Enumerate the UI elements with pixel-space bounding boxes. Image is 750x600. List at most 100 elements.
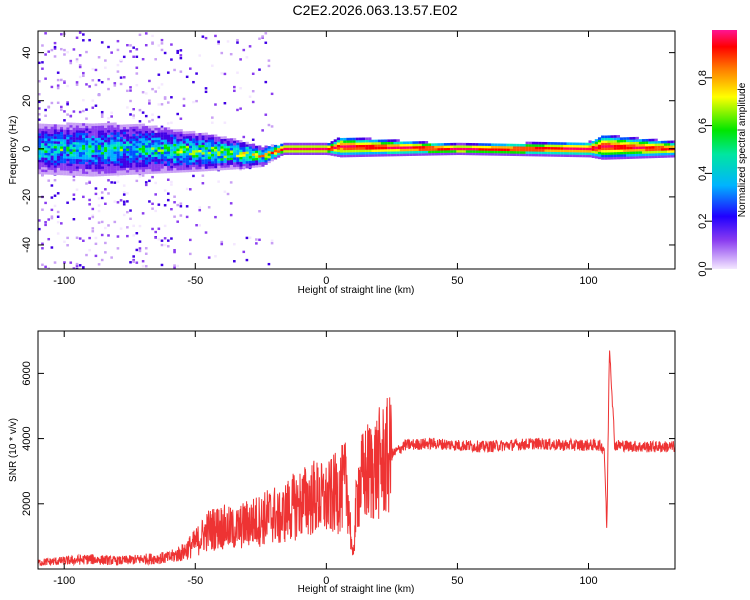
heatmap-cell [44, 157, 48, 161]
heatmap-cell [324, 150, 328, 153]
heatmap-cell [119, 151, 123, 154]
heatmap-cell [204, 144, 208, 148]
heatmap-cell [129, 162, 133, 166]
heatmap-cell [141, 128, 146, 132]
heatmap-cell [85, 152, 89, 155]
heatmap-cell [53, 47, 57, 50]
heatmap-cell [229, 159, 234, 163]
heatmap-cell [308, 152, 312, 156]
heatmap-cell [38, 128, 42, 131]
heatmap-cell [132, 157, 136, 161]
heatmap-cell [478, 150, 482, 153]
heatmap-cell [63, 160, 67, 164]
heatmap-cell [204, 147, 208, 150]
heatmap-cell [450, 152, 454, 156]
heatmap-cell [173, 153, 177, 157]
heatmap-cell [597, 151, 602, 155]
heatmap-cell [60, 148, 64, 152]
heatmap-cell [594, 155, 598, 159]
heatmap-cell [223, 150, 227, 154]
heatmap-cell [418, 141, 422, 144]
heatmap-cell [641, 151, 646, 154]
heatmap-cell [220, 162, 224, 166]
heatmap-cell [198, 224, 202, 227]
heatmap-cell [53, 131, 57, 135]
heatmap-cell [393, 151, 397, 154]
heatmap-cell [623, 139, 627, 143]
spectrogram-y-tick-label: -40 [21, 237, 33, 253]
heatmap-cell [148, 140, 152, 143]
heatmap-cell [157, 203, 161, 206]
heatmap-cell [201, 182, 205, 185]
heatmap-cell [302, 145, 306, 148]
heatmap-cell [648, 146, 652, 149]
heatmap-cell [607, 152, 611, 155]
heatmap-cell [44, 108, 47, 112]
heatmap-cell [88, 161, 92, 165]
heatmap-cell [129, 150, 133, 154]
heatmap-cell [122, 131, 127, 135]
heatmap-cell [82, 127, 86, 131]
heatmap-cell [66, 158, 70, 162]
heatmap-cell [50, 133, 54, 137]
heatmap-cell [63, 131, 67, 135]
heatmap-cell [597, 149, 602, 152]
heatmap-cell [188, 131, 193, 134]
heatmap-cell [305, 147, 309, 151]
heatmap-cell [47, 126, 51, 129]
heatmap-cell [421, 141, 425, 144]
heatmap-cell [113, 129, 117, 133]
heatmap-cell [220, 146, 224, 149]
heatmap-cell [107, 168, 111, 172]
heatmap-cell [88, 203, 91, 206]
heatmap-cell [248, 165, 252, 169]
heatmap-cell [88, 248, 91, 252]
heatmap-cell [41, 208, 44, 211]
heatmap-cell [582, 145, 586, 148]
heatmap-cell [437, 152, 441, 156]
heatmap-cell [339, 145, 344, 148]
heatmap-cell [635, 136, 639, 140]
heatmap-cell [126, 172, 130, 176]
heatmap-cell [182, 169, 186, 173]
heatmap-cell [94, 187, 98, 190]
heatmap-cell [132, 114, 135, 117]
heatmap-cell [126, 89, 129, 93]
heatmap-cell [339, 147, 344, 151]
heatmap-cell [462, 142, 466, 146]
heatmap-cell [94, 149, 98, 153]
heatmap-cell [166, 139, 171, 142]
heatmap-cell [207, 146, 212, 150]
heatmap-cell [160, 129, 164, 133]
heatmap-cell [122, 193, 126, 196]
heatmap-cell [119, 172, 123, 176]
heatmap-cell [673, 145, 675, 148]
heatmap-cell [78, 130, 83, 133]
heatmap-cell [645, 146, 649, 149]
colorbar-axis: 0.00.20.40.60.8 [697, 70, 712, 277]
colorbar [712, 30, 737, 269]
heatmap-cell [179, 205, 183, 208]
heatmap-cell [667, 143, 671, 146]
heatmap-cell [651, 150, 655, 154]
heatmap-cell [188, 145, 193, 149]
heatmap-cell [399, 143, 403, 147]
heatmap-cell [645, 141, 649, 144]
heatmap-cell [144, 159, 149, 163]
heatmap-cell [192, 157, 196, 160]
heatmap-cell [44, 152, 48, 156]
heatmap-cell [267, 158, 271, 161]
heatmap-cell [185, 148, 190, 151]
heatmap-cell [69, 156, 73, 159]
heatmap-cell [138, 142, 142, 146]
heatmap-cell [660, 155, 665, 158]
heatmap-cell [41, 128, 45, 132]
heatmap-cell [443, 145, 447, 149]
heatmap-cell [588, 152, 592, 156]
heatmap-cell [188, 138, 193, 141]
heatmap-cell [267, 123, 271, 127]
heatmap-cell [82, 195, 85, 199]
heatmap-cell [582, 142, 586, 146]
heatmap-cell [122, 150, 127, 154]
heatmap-cell [494, 145, 498, 149]
